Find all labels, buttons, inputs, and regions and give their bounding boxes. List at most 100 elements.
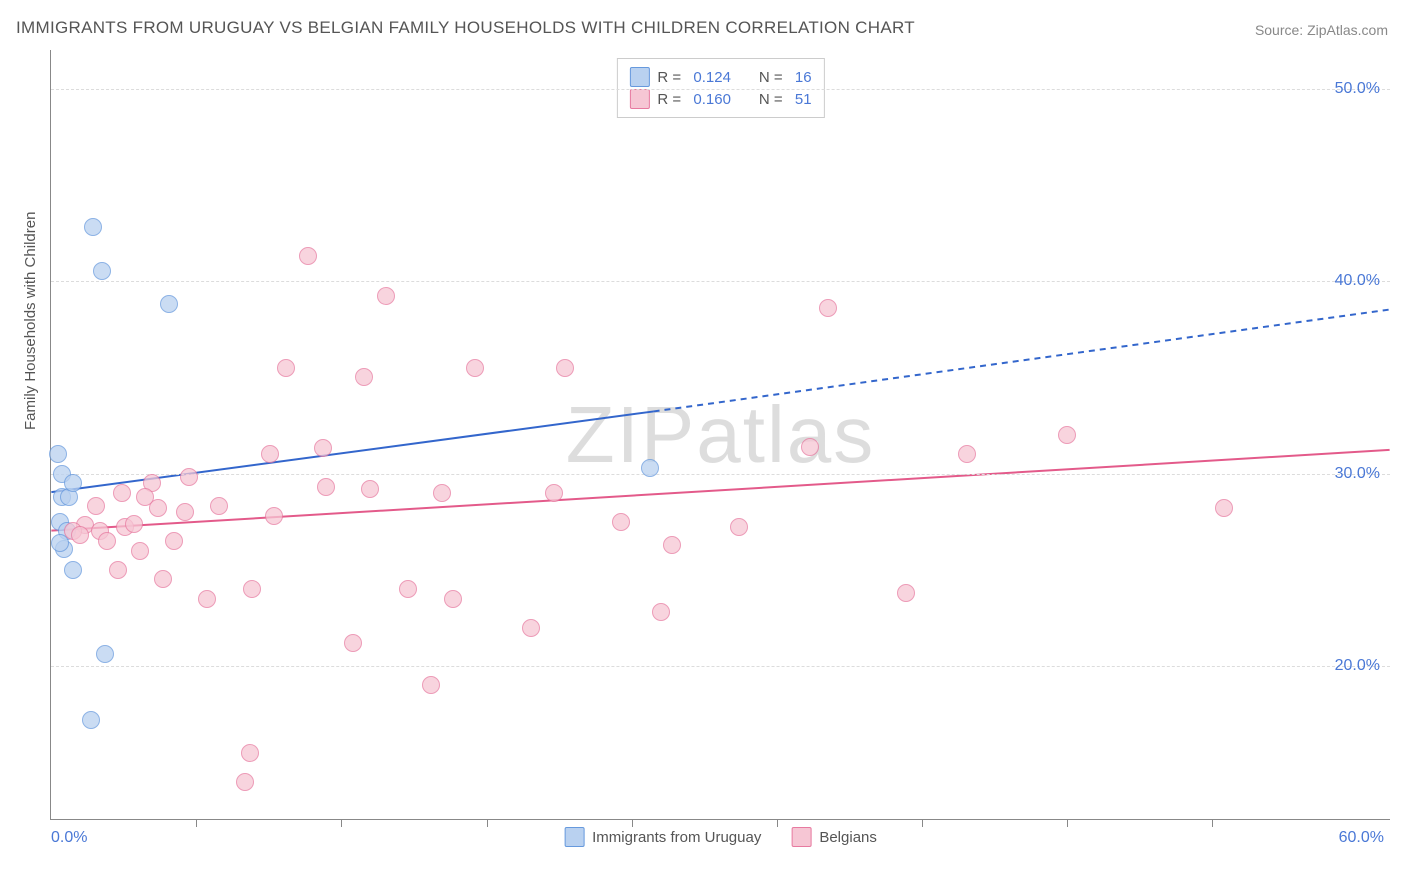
gridline-horizontal — [51, 89, 1390, 90]
legend-item-uruguay: Immigrants from Uruguay — [564, 827, 761, 847]
plot-area: ZIPatlas R = 0.124 N = 16 R = 0.160 N = … — [50, 50, 1390, 820]
scatter-point-belgians — [165, 532, 183, 550]
scatter-point-belgians — [1215, 499, 1233, 517]
scatter-point-belgians — [261, 445, 279, 463]
legend-label-uruguay: Immigrants from Uruguay — [592, 829, 761, 846]
scatter-point-uruguay — [641, 459, 659, 477]
scatter-point-uruguay — [93, 262, 111, 280]
watermark-text: ZIPatlas — [566, 389, 875, 481]
gridline-horizontal — [51, 281, 1390, 282]
scatter-point-belgians — [1058, 426, 1076, 444]
scatter-point-uruguay — [160, 295, 178, 313]
scatter-point-belgians — [136, 488, 154, 506]
scatter-point-belgians — [265, 507, 283, 525]
scatter-point-belgians — [210, 497, 228, 515]
legend-r-value-belgians: 0.160 — [693, 91, 731, 108]
scatter-point-belgians — [361, 480, 379, 498]
legend-series: Immigrants from Uruguay Belgians — [564, 827, 877, 847]
legend-stats-row-uruguay: R = 0.124 N = 16 — [629, 67, 811, 87]
legend-swatch-belgians — [629, 89, 649, 109]
legend-n-label: N = — [759, 91, 787, 108]
x-tick-label: 60.0% — [1339, 829, 1384, 847]
scatter-point-belgians — [317, 478, 335, 496]
x-tick-label: 0.0% — [51, 829, 87, 847]
y-tick-label: 40.0% — [1335, 272, 1380, 290]
trend-line — [654, 310, 1390, 412]
scatter-point-belgians — [377, 287, 395, 305]
scatter-point-belgians — [355, 368, 373, 386]
y-tick-label: 30.0% — [1335, 465, 1380, 483]
scatter-point-uruguay — [82, 711, 100, 729]
legend-item-belgians: Belgians — [791, 827, 877, 847]
legend-label-belgians: Belgians — [819, 829, 877, 846]
scatter-point-belgians — [98, 532, 116, 550]
scatter-point-belgians — [466, 359, 484, 377]
trend-line — [51, 411, 653, 492]
scatter-point-belgians — [522, 619, 540, 637]
scatter-point-belgians — [958, 445, 976, 463]
y-tick-label: 50.0% — [1335, 80, 1380, 98]
gridline-horizontal — [51, 666, 1390, 667]
scatter-point-belgians — [87, 497, 105, 515]
scatter-point-belgians — [180, 468, 198, 486]
scatter-point-belgians — [422, 676, 440, 694]
legend-swatch-uruguay — [564, 827, 584, 847]
scatter-point-belgians — [433, 484, 451, 502]
scatter-point-belgians — [71, 526, 89, 544]
trend-lines — [51, 50, 1390, 819]
gridline-horizontal — [51, 474, 1390, 475]
scatter-point-belgians — [545, 484, 563, 502]
scatter-point-belgians — [236, 773, 254, 791]
legend-swatch-belgians — [791, 827, 811, 847]
watermark-zip: ZIP — [566, 390, 696, 479]
x-tick — [1212, 819, 1213, 827]
scatter-point-belgians — [125, 515, 143, 533]
scatter-point-uruguay — [96, 645, 114, 663]
x-tick — [487, 819, 488, 827]
legend-r-label: R = — [657, 69, 685, 86]
legend-r-label: R = — [657, 91, 685, 108]
y-axis-label: Family Households with Children — [22, 212, 39, 430]
scatter-point-belgians — [299, 247, 317, 265]
legend-swatch-uruguay — [629, 67, 649, 87]
scatter-point-belgians — [612, 513, 630, 531]
scatter-point-belgians — [730, 518, 748, 536]
scatter-point-uruguay — [64, 474, 82, 492]
scatter-point-belgians — [154, 570, 172, 588]
scatter-point-belgians — [801, 438, 819, 456]
source-attribution: Source: ZipAtlas.com — [1255, 22, 1388, 38]
legend-n-value-uruguay: 16 — [795, 69, 812, 86]
chart-title: IMMIGRANTS FROM URUGUAY VS BELGIAN FAMIL… — [16, 18, 915, 38]
scatter-point-belgians — [277, 359, 295, 377]
x-tick — [922, 819, 923, 827]
legend-r-value-uruguay: 0.124 — [693, 69, 731, 86]
scatter-point-belgians — [819, 299, 837, 317]
scatter-point-belgians — [113, 484, 131, 502]
trend-line — [51, 450, 1389, 531]
scatter-point-belgians — [241, 744, 259, 762]
scatter-point-belgians — [109, 561, 127, 579]
scatter-point-uruguay — [64, 561, 82, 579]
scatter-point-belgians — [663, 536, 681, 554]
scatter-point-belgians — [198, 590, 216, 608]
scatter-point-belgians — [314, 439, 332, 457]
legend-n-label: N = — [759, 69, 787, 86]
x-tick — [777, 819, 778, 827]
watermark-atlas: atlas — [696, 390, 875, 479]
scatter-point-belgians — [176, 503, 194, 521]
scatter-point-belgians — [243, 580, 261, 598]
scatter-point-uruguay — [84, 218, 102, 236]
scatter-point-belgians — [344, 634, 362, 652]
x-tick — [632, 819, 633, 827]
x-tick — [341, 819, 342, 827]
legend-stats-row-belgians: R = 0.160 N = 51 — [629, 89, 811, 109]
scatter-point-belgians — [444, 590, 462, 608]
x-tick — [196, 819, 197, 827]
scatter-point-belgians — [399, 580, 417, 598]
scatter-point-belgians — [652, 603, 670, 621]
scatter-point-belgians — [556, 359, 574, 377]
legend-n-value-belgians: 51 — [795, 91, 812, 108]
y-tick-label: 20.0% — [1335, 657, 1380, 675]
scatter-point-belgians — [131, 542, 149, 560]
scatter-point-uruguay — [49, 445, 67, 463]
